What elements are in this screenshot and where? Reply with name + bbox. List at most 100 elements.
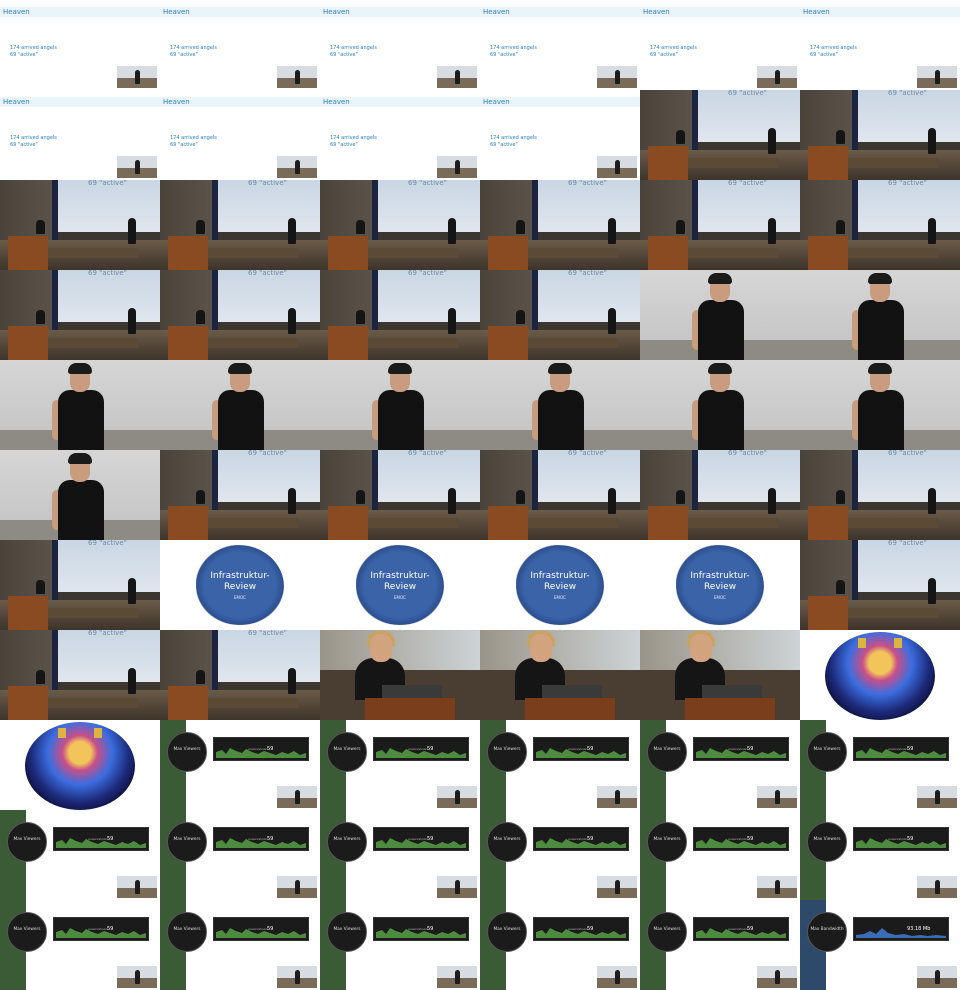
stat-value: 59 (267, 926, 274, 932)
screen-caption: 69 "active" (88, 270, 127, 277)
frame-viewer-stats: Max Viewers viewers/stream 59 (160, 810, 320, 900)
lectern (488, 326, 528, 360)
stat-graph-panel: 93.18 Mb (853, 917, 949, 941)
heaven-title: Heaven (643, 8, 670, 16)
active-angels-text: 69 "active" (650, 52, 678, 58)
frame-hall-wide-shot: 69 "active" (0, 270, 160, 360)
stat-sub-label: viewers/stream (88, 838, 108, 841)
lectern (648, 146, 688, 180)
stat-label: Max Viewers (333, 837, 361, 842)
frame-viewer-stats: Max Viewers viewers/stream 59 (320, 720, 480, 810)
frame-hall-wide-shot: 69 "active" (480, 270, 640, 360)
person (615, 970, 620, 984)
stat-label: Max Viewers (653, 747, 681, 752)
moderator (196, 490, 205, 504)
person (935, 880, 940, 894)
lectern (8, 686, 48, 720)
lectern (488, 506, 528, 540)
table (48, 338, 138, 348)
laptop (542, 685, 602, 699)
viewer-graph (376, 748, 466, 758)
slide-subtitle: EMOC (394, 595, 406, 600)
lectern (808, 506, 848, 540)
slide-title-line2: Review (543, 582, 577, 592)
table (848, 248, 938, 258)
stat-circle: Max Viewers (807, 822, 847, 862)
camera-thumbnail (757, 966, 797, 988)
stat-circle: Max Viewers (487, 822, 527, 862)
speaker-body (218, 390, 264, 450)
speaker (768, 128, 776, 154)
curtain (372, 270, 378, 330)
camera-thumbnail (437, 66, 477, 88)
frame-heaven: Heaven 174 arrived angels 69 "active" (480, 0, 640, 90)
person (935, 970, 940, 984)
slide-subtitle: EMOC (554, 595, 566, 600)
frame-title-slide: Infrastruktur- Review EMOC (640, 540, 800, 630)
slide-title-line2: Review (383, 582, 417, 592)
speaker-body (858, 390, 904, 450)
stat-sub-label: viewers/stream (568, 748, 588, 751)
laptop (702, 685, 762, 699)
frame-hall-wide-shot: 69 "active" (800, 90, 960, 180)
slide-title-line1: Infrastruktur- (530, 571, 590, 581)
arrived-angels-text: 174 arrived angels (10, 45, 57, 51)
frame-lucky-cat-logo (0, 720, 160, 810)
person (295, 970, 300, 984)
stat-label: Max Viewers (173, 927, 201, 932)
camera-thumbnail (917, 66, 957, 88)
frame-second-speaker (480, 630, 640, 720)
table (848, 158, 938, 168)
person (295, 880, 300, 894)
frame-viewer-stats: Max Viewers viewers/stream 59 (480, 900, 640, 990)
stat-graph-panel: viewers/stream 59 (373, 737, 469, 761)
arm (212, 400, 222, 440)
stat-value: 59 (587, 836, 594, 842)
frame-viewer-stats: Max Viewers viewers/stream 59 (0, 810, 160, 900)
curtain (852, 540, 858, 600)
stat-graph-panel: viewers/stream 59 (693, 917, 789, 941)
screen-caption: 69 "active" (248, 270, 287, 277)
title-bar (480, 7, 640, 17)
stat-value: 59 (587, 746, 594, 752)
speaker (448, 308, 456, 334)
speaker-hair (708, 363, 732, 374)
stat-value: 59 (747, 926, 754, 932)
speaker-hair (868, 363, 892, 374)
speaker (288, 308, 296, 334)
stat-label: Max Viewers (173, 837, 201, 842)
moderator (676, 490, 685, 504)
projection-screen (378, 180, 480, 232)
lectern (648, 236, 688, 270)
camera-thumbnail (117, 66, 157, 88)
speaker-hair (548, 363, 572, 374)
title-bar (0, 97, 160, 107)
person (135, 160, 140, 174)
heaven-title: Heaven (3, 98, 30, 106)
arrived-angels-text: 174 arrived angels (330, 45, 377, 51)
frame-second-speaker (640, 630, 800, 720)
frame-hall-wide-shot: 69 "active" (160, 450, 320, 540)
stat-circle: Max Viewers (807, 732, 847, 772)
frame-heaven: Heaven 174 arrived angels 69 "active" (160, 90, 320, 180)
curtain (532, 450, 538, 510)
frame-hall-wide-shot: 69 "active" (320, 270, 480, 360)
person (295, 160, 300, 174)
screen-caption: 69 "active" (248, 450, 287, 457)
stat-label: Max Viewers (173, 747, 201, 752)
camera-thumbnail (117, 156, 157, 178)
arm (692, 400, 702, 440)
stat-label: Max Viewers (813, 837, 841, 842)
stat-value: 59 (747, 746, 754, 752)
frame-lucky-cat-logo (800, 630, 960, 720)
cat-ears (858, 638, 902, 648)
stat-graph-panel: viewers/stream 59 (373, 917, 469, 941)
camera-thumbnail (597, 876, 637, 898)
lectern (328, 506, 368, 540)
person (775, 880, 780, 894)
speaker (608, 308, 616, 334)
moderator (836, 580, 845, 594)
stat-sub-label: viewers/stream (408, 748, 428, 751)
camera-thumbnail (757, 876, 797, 898)
speaker-hair (708, 273, 732, 284)
